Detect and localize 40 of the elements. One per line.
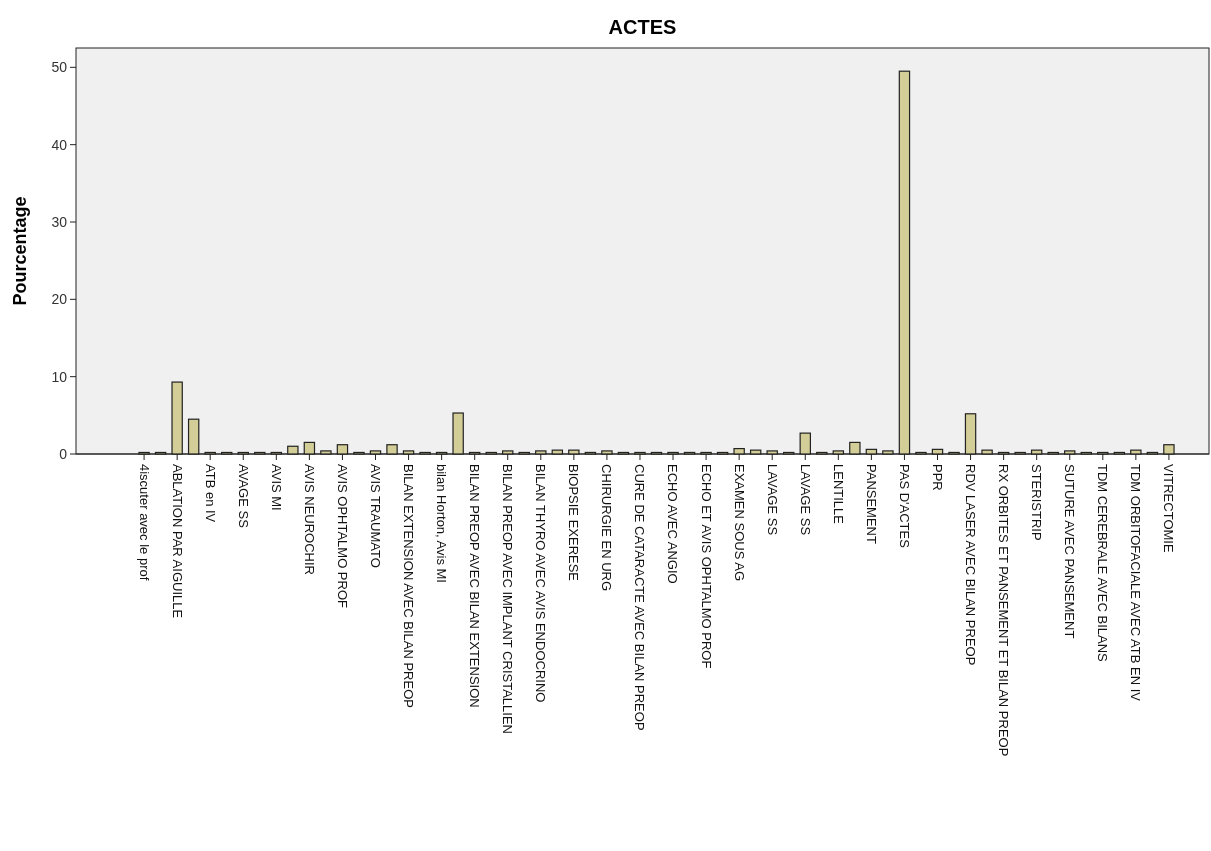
y-tick-label: 0 <box>59 445 68 462</box>
y-tick-label: 50 <box>51 59 68 76</box>
x-tick-label: TDM ORBITOFACIALE AVEC ATB EN IV <box>1128 464 1144 702</box>
x-tick-label: AVIS NEUROCHIR <box>301 464 317 575</box>
x-tick-label: EXAMEN SOUS AG <box>731 464 747 582</box>
y-tick-label: 30 <box>51 213 68 230</box>
x-tick-label: AVIS TRAUMATO <box>367 464 383 568</box>
x-tick-label: PANSEMENT <box>863 464 879 544</box>
x-tick-label: PAS D'ACTES <box>896 464 912 549</box>
x-tick-label: AVIS MI <box>268 464 284 511</box>
x-tick-label: LAVAGE SS <box>797 464 813 536</box>
x-tick-label: VITRECTOMIE <box>1161 464 1177 553</box>
x-tick-label: RX ORBITES ET PANSEMENT ET BILAN PREOP <box>996 464 1012 757</box>
chart-title: ACTES <box>608 16 677 38</box>
x-tick-label: ECHO ET AVIS OPHTALMO PROF <box>698 464 714 669</box>
x-tick-label: STERISTRIP <box>1029 464 1045 541</box>
x-tick-label: BILAN EXTENSION AVEC BILAN PREOP <box>401 464 417 708</box>
y-tick-label: 40 <box>51 136 68 153</box>
x-tick-label: PPR <box>929 464 945 491</box>
x-tick-label: CHIRURGIE EN URG <box>599 464 615 592</box>
x-tick-label: ABLATION PAR AIGUILLE <box>169 464 185 619</box>
x-tick-label: AVAGE SS <box>235 464 251 529</box>
x-tick-label: LENTILLE <box>830 464 846 525</box>
y-tick-label: 20 <box>51 291 68 308</box>
x-tick-label: BILAN THYRO AVEC AVIS ENDOCRINO <box>533 464 549 703</box>
x-tick-label: ATB en IV <box>202 464 218 523</box>
y-axis-title: Pourcentage <box>10 196 30 306</box>
x-tick-label: ECHO AVEC ANGIO <box>665 464 681 584</box>
x-tick-label: RDV LASER AVEC BILAN PREOP <box>963 464 979 666</box>
x-tick-label: SUTURE AVEC PANSEMENT <box>1062 464 1078 639</box>
x-tick-label: BIOPSIE EXERESE <box>566 464 582 582</box>
y-tick-label: 10 <box>51 368 68 385</box>
x-tick-label: BILAN PREOP AVEC IMPLANT CRISTALLIEN <box>500 464 516 734</box>
x-tick-label: CURE DE CATARACTE AVEC BILAN PREOP <box>632 464 648 731</box>
x-tick-label: 4iscuter avec le prof <box>136 464 152 581</box>
x-tick-label: AVIS OPHTALMO PROF <box>334 464 350 609</box>
x-tick-label: BILAN PREOP AVEC BILAN EXTENSION <box>467 464 483 708</box>
x-tick-label: bilan Horton, Avis MI <box>434 464 450 583</box>
x-tick-label: TDM CEREBRALE AVEC BILANS <box>1095 464 1111 663</box>
x-tick-label: LAVAGE SS <box>764 464 780 536</box>
